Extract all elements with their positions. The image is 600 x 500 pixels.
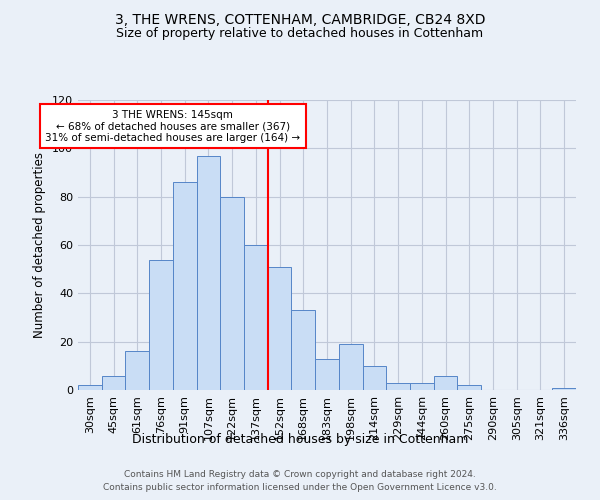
Bar bbox=[125, 352, 149, 390]
Bar bbox=[362, 366, 386, 390]
Bar bbox=[197, 156, 220, 390]
Bar bbox=[149, 260, 173, 390]
Bar bbox=[78, 385, 102, 390]
Y-axis label: Number of detached properties: Number of detached properties bbox=[34, 152, 46, 338]
Bar bbox=[315, 358, 339, 390]
Bar bbox=[552, 388, 576, 390]
Bar bbox=[173, 182, 197, 390]
Bar bbox=[268, 267, 292, 390]
Bar bbox=[220, 196, 244, 390]
Text: 3, THE WRENS, COTTENHAM, CAMBRIDGE, CB24 8XD: 3, THE WRENS, COTTENHAM, CAMBRIDGE, CB24… bbox=[115, 12, 485, 26]
Bar bbox=[102, 376, 125, 390]
Text: Contains HM Land Registry data © Crown copyright and database right 2024.: Contains HM Land Registry data © Crown c… bbox=[124, 470, 476, 479]
Bar bbox=[292, 310, 315, 390]
Bar bbox=[244, 245, 268, 390]
Text: Contains public sector information licensed under the Open Government Licence v3: Contains public sector information licen… bbox=[103, 482, 497, 492]
Bar bbox=[434, 376, 457, 390]
Bar bbox=[457, 385, 481, 390]
Bar bbox=[410, 383, 434, 390]
Text: Distribution of detached houses by size in Cottenham: Distribution of detached houses by size … bbox=[132, 432, 468, 446]
Text: Size of property relative to detached houses in Cottenham: Size of property relative to detached ho… bbox=[116, 28, 484, 40]
Text: 3 THE WRENS: 145sqm
← 68% of detached houses are smaller (367)
31% of semi-detac: 3 THE WRENS: 145sqm ← 68% of detached ho… bbox=[45, 110, 301, 143]
Bar bbox=[386, 383, 410, 390]
Bar bbox=[339, 344, 362, 390]
